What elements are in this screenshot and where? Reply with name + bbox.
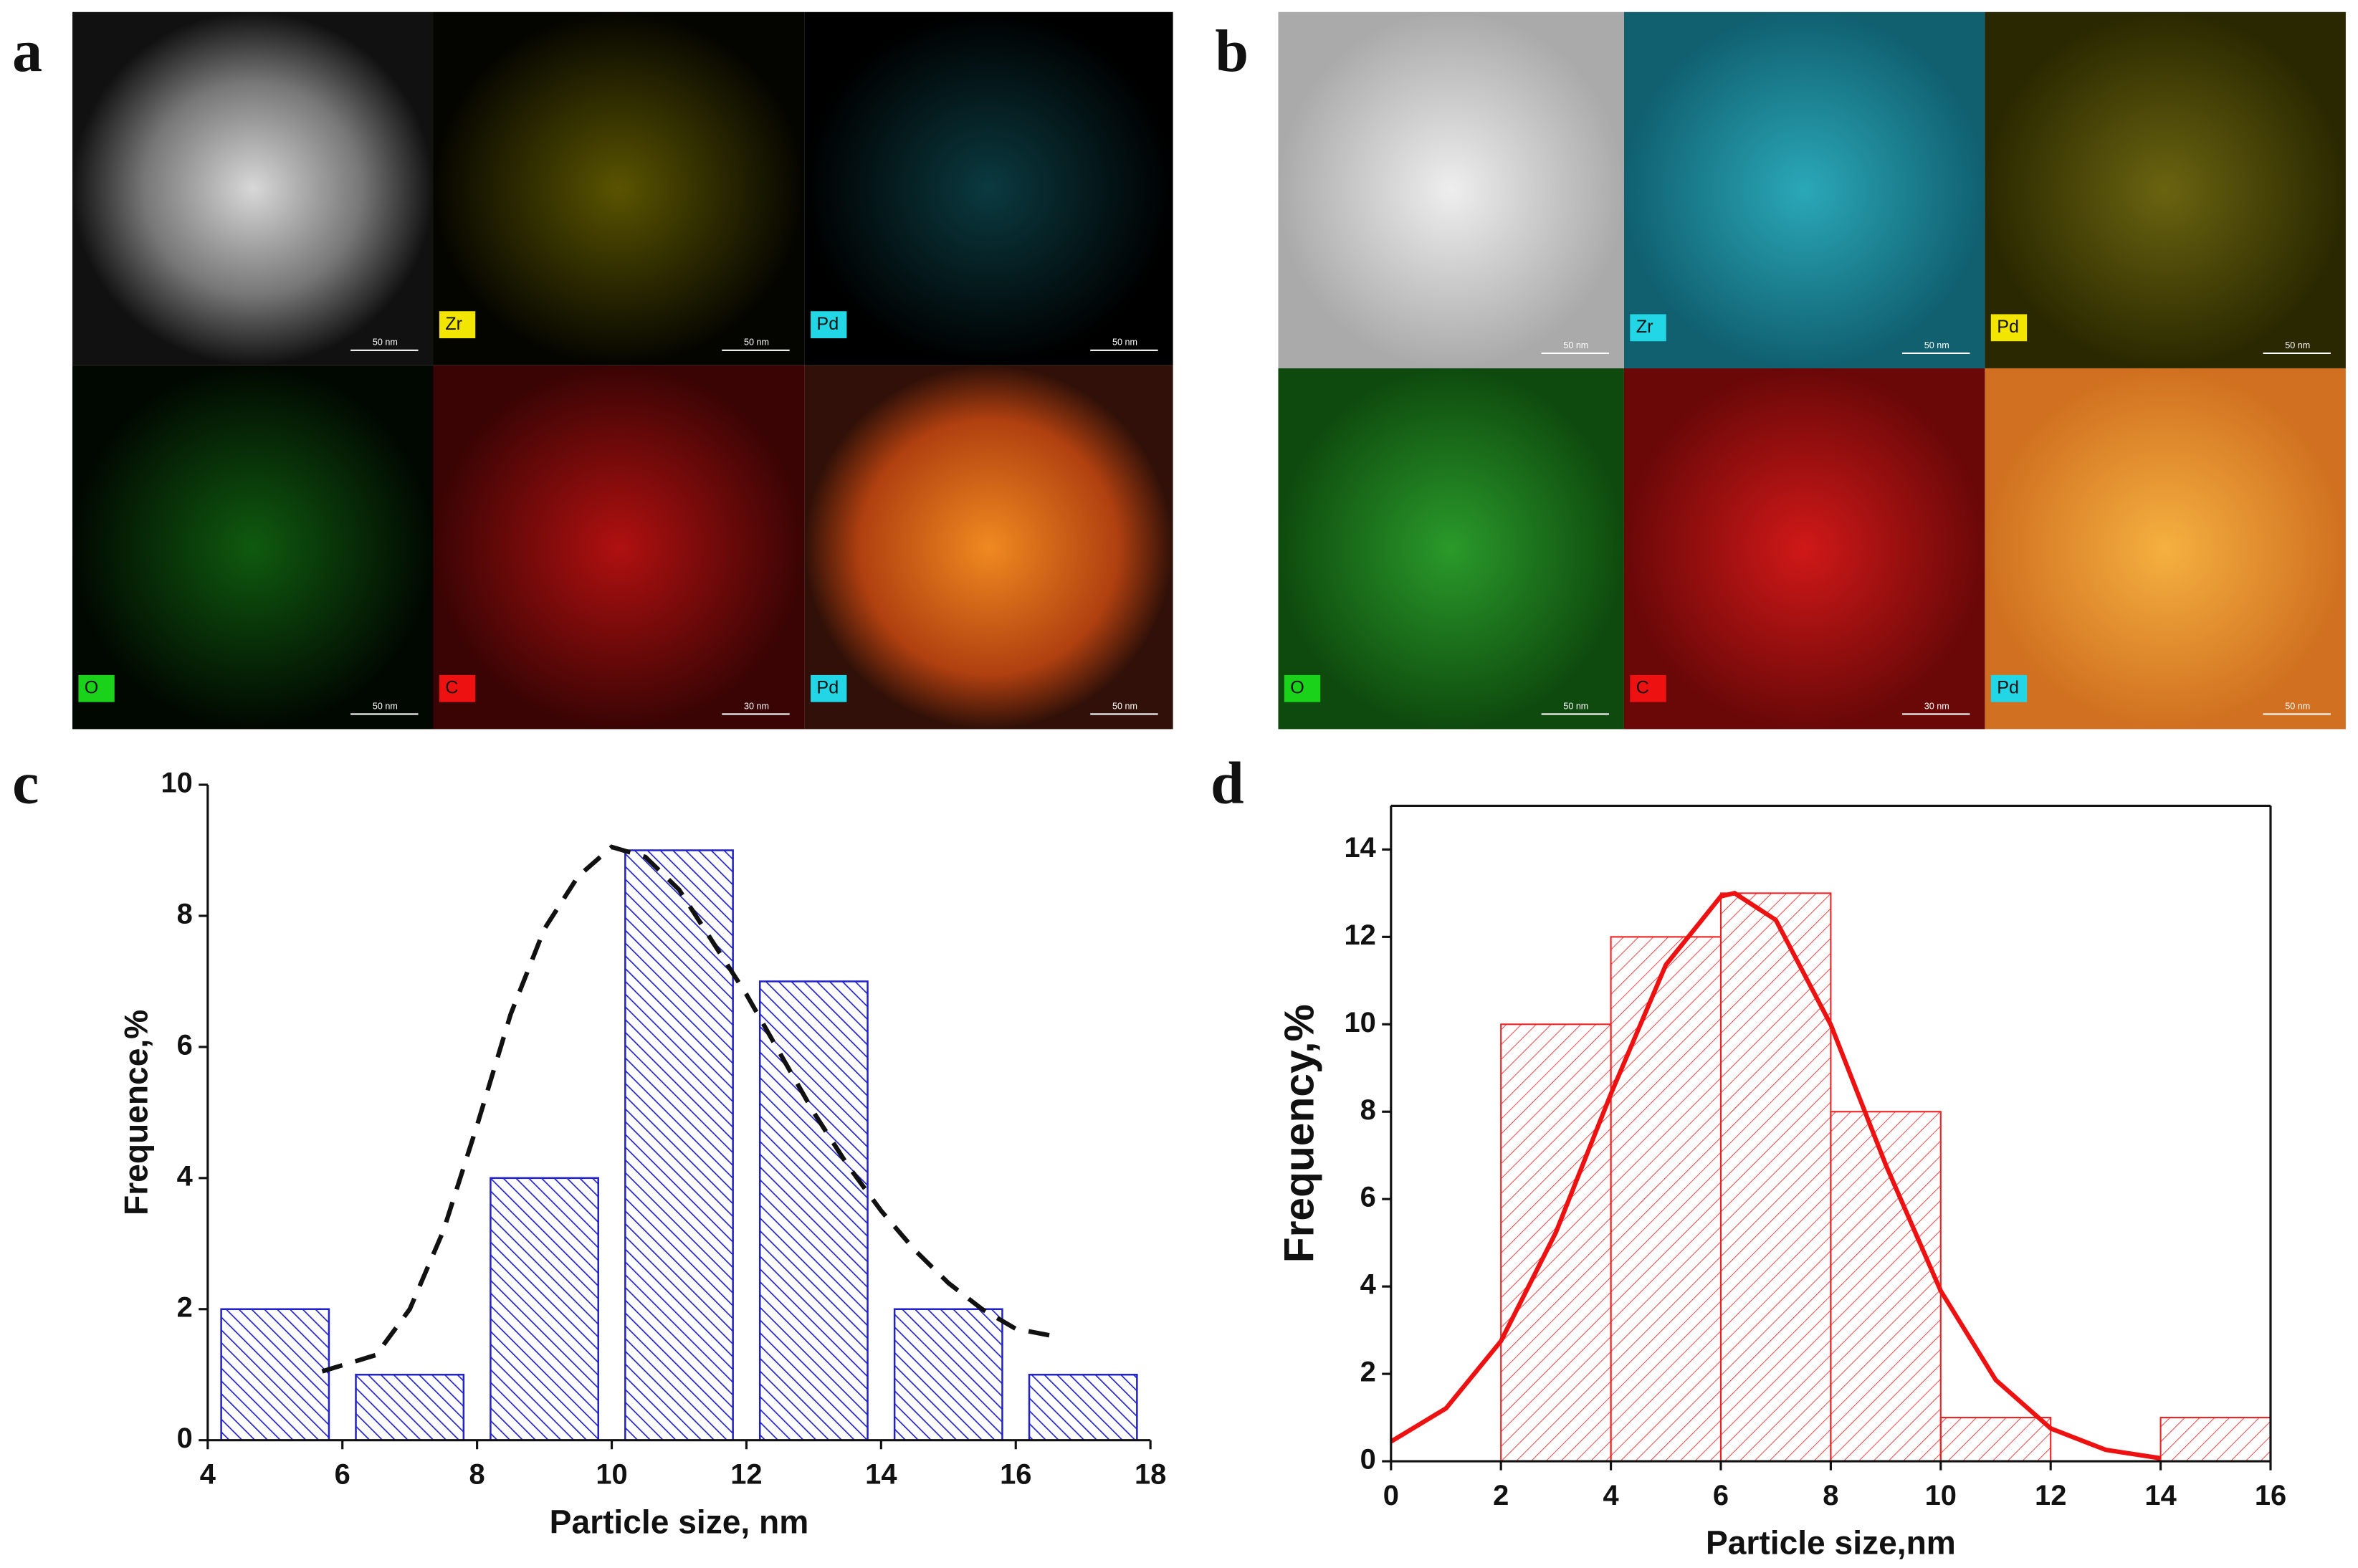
y-tick-label: 14 [1344, 832, 1375, 864]
x-tick-label: 14 [865, 1459, 897, 1491]
x-tick-label: 8 [1823, 1480, 1838, 1511]
bar [220, 1308, 330, 1441]
map-image [1623, 11, 1985, 368]
element-tag-box [78, 674, 115, 702]
panel-label: c [12, 750, 39, 817]
x-axis-label: Particle size, nm [550, 1503, 809, 1540]
scale-label: 30 nm [1924, 701, 1949, 711]
x-tick-label: 12 [2035, 1480, 2066, 1511]
bar [1719, 892, 1832, 1463]
scale-label: 50 nm [2285, 340, 2310, 350]
bar [1939, 1417, 2052, 1463]
map-image [1278, 368, 1624, 730]
y-tick-label: 4 [177, 1160, 193, 1192]
y-tick-label: 2 [177, 1291, 193, 1323]
bar [1500, 1023, 1612, 1463]
element-tag-box [1630, 314, 1666, 342]
bar [624, 849, 734, 1441]
x-tick-label: 2 [1493, 1480, 1509, 1511]
scale-label: 50 nm [1112, 338, 1137, 348]
y-tick-label: 4 [1360, 1269, 1376, 1301]
scale-label: 50 nm [373, 338, 398, 348]
map-image [72, 365, 434, 730]
scale-label: 50 nm [1563, 340, 1588, 350]
y-tick-label: 8 [1360, 1094, 1376, 1126]
scale-label: 50 nm [744, 338, 769, 348]
x-tick-label: 8 [469, 1459, 485, 1491]
panel-label: d [1211, 750, 1244, 817]
y-tick-label: 6 [177, 1029, 193, 1061]
scale-label: 50 nm [1563, 701, 1588, 711]
panel-label: b [1215, 18, 1249, 85]
y-tick-label: 6 [1360, 1182, 1376, 1213]
element-tag: Pd [1997, 317, 2019, 337]
map-image [72, 11, 434, 365]
scale-label: 50 nm [1924, 340, 1949, 350]
map-image [433, 365, 805, 730]
map-image [804, 365, 1173, 730]
bar [490, 1177, 600, 1441]
panel-label: a [12, 18, 42, 85]
element-tag: C [1636, 677, 1649, 697]
scale-label: 50 nm [373, 701, 398, 711]
element-tag: Pd [816, 677, 839, 697]
element-tag: O [85, 677, 99, 697]
element-tag-box [439, 674, 476, 702]
map-image [1623, 368, 1985, 730]
map-image [1278, 11, 1624, 368]
element-tag-box [1990, 314, 2028, 342]
y-tick-label: 8 [177, 899, 193, 930]
bar [1028, 1373, 1138, 1441]
map-image [433, 11, 805, 365]
x-tick-label: 14 [2144, 1480, 2176, 1511]
element-tag-box [1284, 674, 1321, 702]
x-tick-label: 4 [1603, 1480, 1619, 1511]
element-tag: Pd [816, 314, 839, 334]
element-tag-box [439, 311, 476, 339]
x-tick-label: 12 [730, 1459, 762, 1491]
y-tick-label: 0 [1360, 1444, 1376, 1476]
x-tick-label: 6 [335, 1459, 350, 1491]
y-tick-label: 10 [161, 768, 193, 799]
fit-curve [321, 844, 1050, 1374]
y-tick-label: 10 [1344, 1007, 1375, 1038]
bar [1610, 936, 1722, 1463]
y-tick-label: 12 [1344, 919, 1375, 951]
bar [2159, 1417, 2272, 1463]
scale-label: 30 nm [744, 701, 769, 711]
element-tag: Zr [445, 314, 462, 334]
map-image [804, 11, 1173, 365]
y-axis-label: Frequence,% [118, 1010, 155, 1215]
scale-label: 50 nm [2285, 701, 2310, 711]
element-tag: Pd [1997, 677, 2019, 697]
x-tick-label: 16 [2255, 1480, 2286, 1511]
map-image [1985, 368, 2346, 730]
x-tick-label: 10 [1925, 1480, 1957, 1511]
x-tick-label: 4 [200, 1459, 216, 1491]
element-tag-box [1990, 674, 2028, 702]
element-tag-box [811, 674, 847, 702]
map-image [1985, 11, 2346, 368]
element-tag: Zr [1636, 317, 1653, 337]
y-tick-label: 2 [1360, 1357, 1376, 1388]
element-tag: C [445, 677, 458, 697]
element-tag-box [1630, 674, 1666, 702]
x-tick-label: 10 [596, 1459, 627, 1491]
element-tag: O [1290, 677, 1304, 697]
x-tick-label: 18 [1135, 1459, 1166, 1491]
bar [758, 980, 869, 1441]
bar [355, 1373, 465, 1441]
x-axis-label: Particle size,nm [1706, 1524, 1956, 1562]
bar [893, 1308, 1003, 1441]
y-axis-label: Frequency,% [1276, 1004, 1323, 1263]
element-tag-box [811, 311, 847, 339]
x-tick-label: 16 [1000, 1459, 1031, 1491]
scale-label: 50 nm [1112, 701, 1137, 711]
fit-curve [1390, 890, 2162, 1461]
x-tick-label: 0 [1383, 1480, 1399, 1511]
y-tick-label: 0 [177, 1423, 193, 1454]
x-tick-label: 6 [1713, 1480, 1729, 1511]
